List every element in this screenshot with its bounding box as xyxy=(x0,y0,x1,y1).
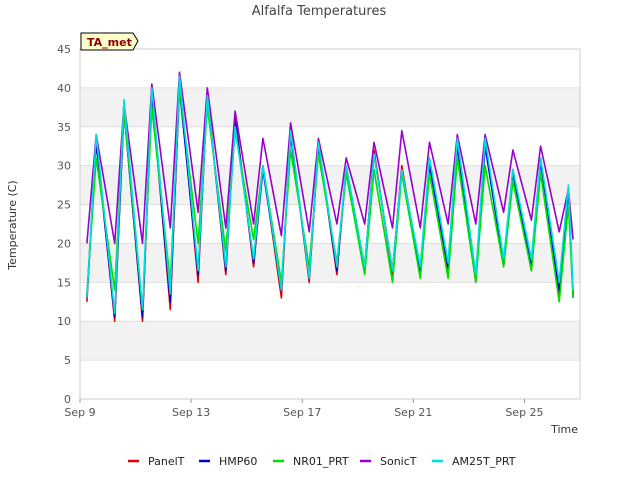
y-tick-label: 30 xyxy=(57,160,71,173)
x-tick-label: Sep 9 xyxy=(64,406,95,419)
y-tick-label: 35 xyxy=(57,121,71,134)
y-tick-label: 10 xyxy=(57,315,71,328)
ta-met-badge: TA_met xyxy=(80,32,139,51)
series-line-sonict xyxy=(86,71,574,245)
y-tick-label: 20 xyxy=(57,237,71,250)
y-tick-label: 40 xyxy=(57,82,71,95)
series-lines xyxy=(86,71,574,323)
y-tick-label: 5 xyxy=(64,354,71,367)
legend-label-nr01_prt: NR01_PRT xyxy=(293,455,349,468)
series-line-am25t_prt xyxy=(86,75,574,315)
x-tick-label: Sep 17 xyxy=(283,406,321,419)
grid-band xyxy=(80,87,580,127)
grid-band xyxy=(80,243,580,283)
y-tick-label: 15 xyxy=(57,276,71,289)
legend-label-panelt: PanelT xyxy=(148,455,185,468)
y-axis-label: Temperature (C) xyxy=(6,180,19,270)
plot-frame xyxy=(79,48,581,400)
grid-band xyxy=(80,321,580,361)
badge-shape xyxy=(80,32,139,51)
legend-label-sonict: SonicT xyxy=(380,455,417,468)
y-axis-ticks: 0 5 10 15 20 25 30 35 40 45 xyxy=(57,43,71,406)
x-tick-label: Sep 21 xyxy=(394,406,432,419)
x-axis-ticks: Sep 9 Sep 13 Sep 17 Sep 21 Sep 25 xyxy=(64,399,544,419)
badge-label: TA_met xyxy=(87,36,132,49)
legend-label-am25t_prt: AM25T_PRT xyxy=(452,455,516,468)
y-tick-label: 25 xyxy=(57,199,71,212)
chart-title: Alfalfa Temperatures xyxy=(252,4,387,19)
x-tick-label: Sep 25 xyxy=(505,406,543,419)
x-tick-label: Sep 13 xyxy=(172,406,210,419)
y-tick-label: 0 xyxy=(64,393,71,406)
legend-label-hmp60: HMP60 xyxy=(219,455,257,468)
legend: PanelT HMP60 NR01_PRT SonicT AM25T_PRT xyxy=(128,455,516,468)
y-tick-label: 45 xyxy=(57,43,71,56)
x-axis-label: Time xyxy=(550,423,578,436)
